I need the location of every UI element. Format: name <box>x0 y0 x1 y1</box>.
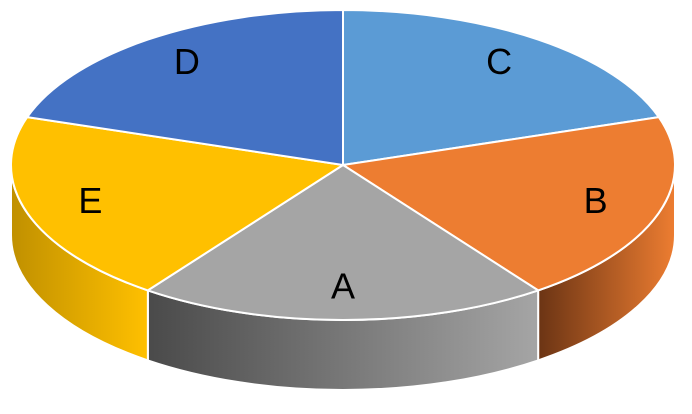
slice <box>145 163 541 322</box>
slice-label: E <box>78 180 102 221</box>
slice-label: C <box>486 41 512 82</box>
slice <box>340 116 676 292</box>
slice <box>25 8 344 167</box>
slice-label: A <box>331 266 355 307</box>
slice-label: D <box>174 41 200 82</box>
slice <box>10 116 346 292</box>
slice-label: B <box>584 180 608 221</box>
slice <box>342 8 661 167</box>
